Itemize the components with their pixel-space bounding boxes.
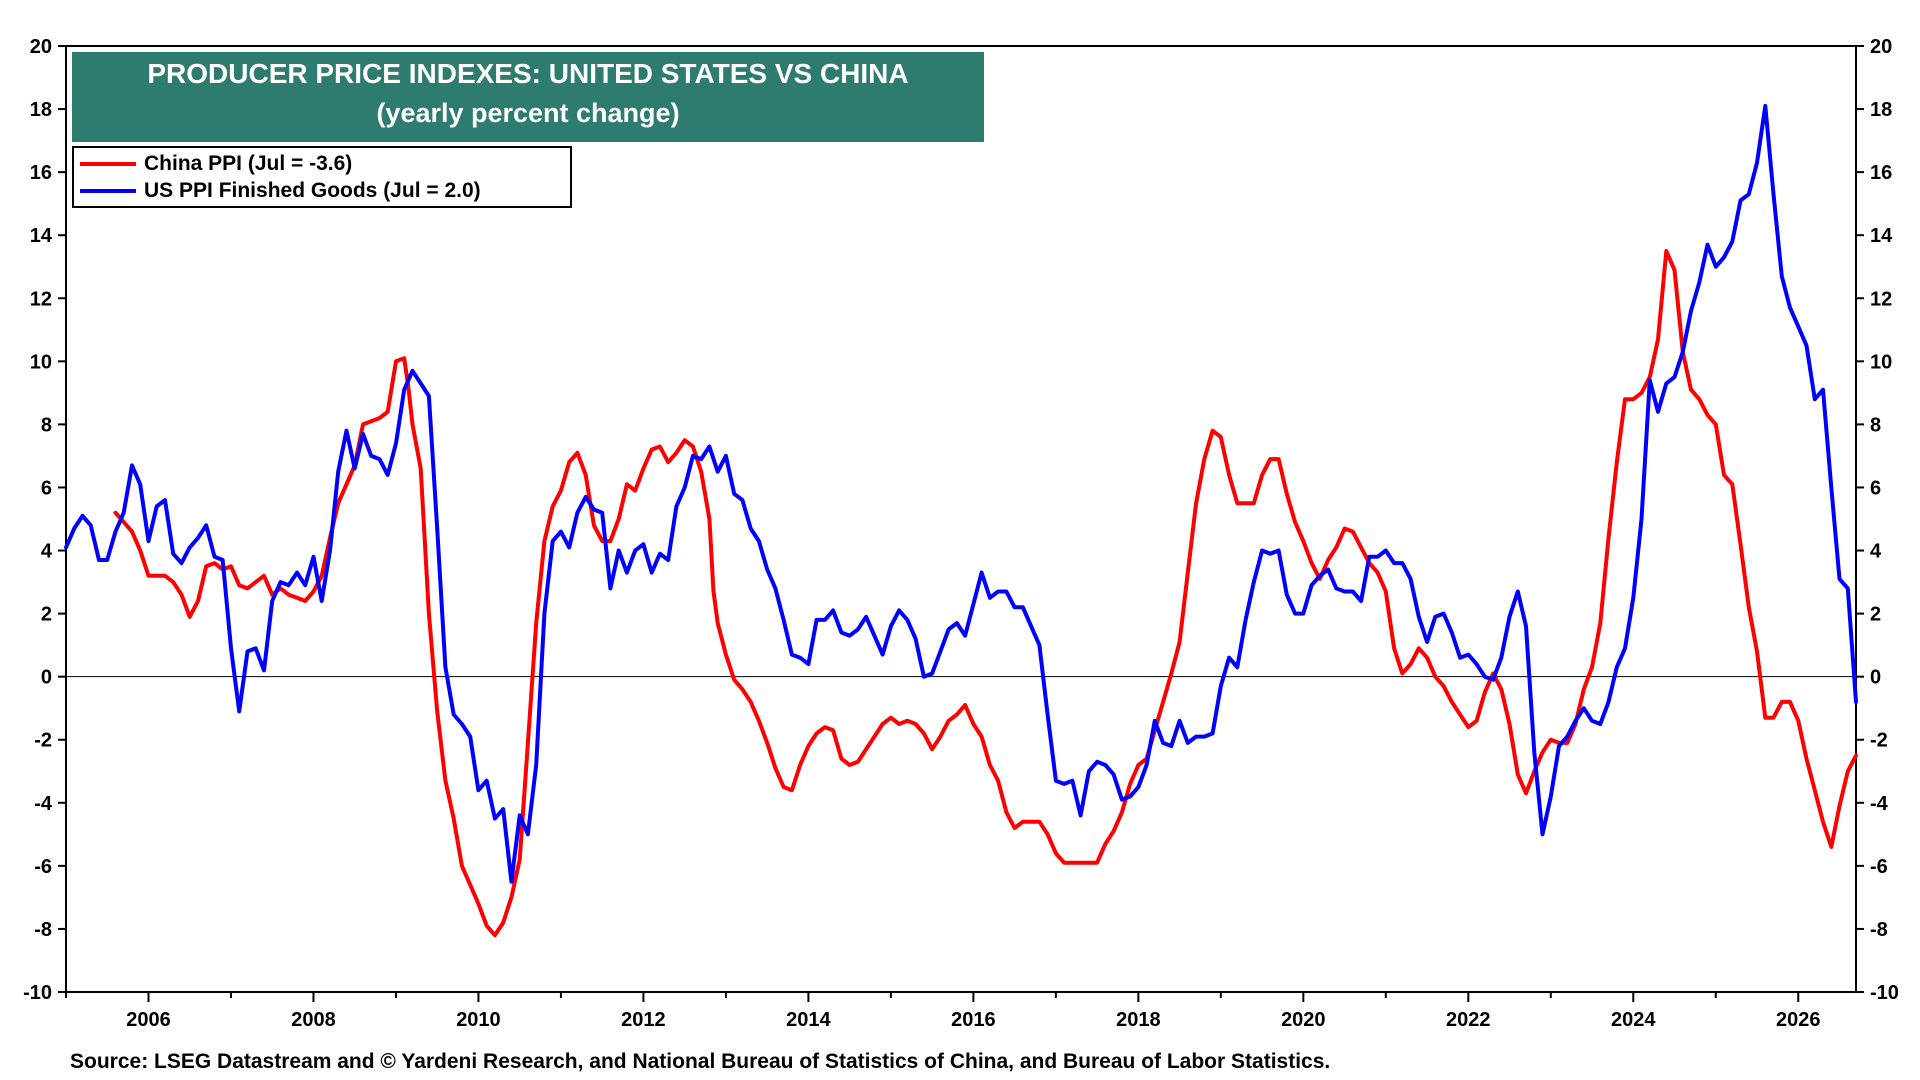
- legend-label-china: China PPI (Jul = -3.6): [144, 152, 353, 175]
- legend: China PPI (Jul = -3.6) US PPI Finished G…: [72, 146, 572, 208]
- y-tick-label-right: 18: [1870, 99, 1892, 121]
- y-tick-label: 14: [30, 225, 53, 247]
- x-tick-label: 2020: [1281, 1009, 1326, 1031]
- y-tick-label-right: 10: [1870, 351, 1892, 373]
- y-tick-label-right: -10: [1870, 982, 1899, 1004]
- y-tick-label: 8: [41, 414, 52, 436]
- y-tick-label: -2: [34, 730, 52, 752]
- y-tick-label-right: -4: [1870, 793, 1889, 815]
- series-line-us-ppi: [64, 103, 1858, 884]
- y-tick-label: 2: [41, 604, 52, 626]
- y-axis-right: -10 -8 -6 -4 -2 0 2 4 6 8 10 12 14 16 18 20: [1856, 36, 1899, 1004]
- x-tick-label: 2012: [621, 1009, 666, 1031]
- y-tick-label: -10: [23, 982, 52, 1004]
- chart-subtitle: (yearly percent change): [376, 98, 680, 128]
- source-note: Source: LSEG Datastream and © Yardeni Re…: [70, 1050, 1331, 1073]
- y-tick-label-right: -2: [1870, 730, 1888, 752]
- y-tick-label: 18: [30, 99, 52, 121]
- y-tick-label-right: -6: [1870, 856, 1888, 878]
- x-tick-label: 2016: [951, 1009, 996, 1031]
- legend-item-us: US PPI Finished Goods (Jul = 2.0): [80, 178, 481, 204]
- x-axis: 2006 2008 2010 2012 2014 2016 2018 2020 2022 2024…: [65, 992, 1821, 1031]
- x-tick-label: 2006: [126, 1009, 171, 1031]
- legend-item-china: China PPI (Jul = -3.6): [80, 151, 352, 177]
- legend-label-us: US PPI Finished Goods (Jul = 2.0): [144, 179, 481, 202]
- x-tick-label: 2008: [291, 1009, 336, 1031]
- y-tick-label-right: 8: [1870, 414, 1881, 436]
- y-tick-label: 0: [41, 667, 52, 689]
- y-tick-label: 20: [30, 36, 52, 58]
- y-tick-label: 6: [41, 477, 52, 499]
- series-lines: [64, 103, 1858, 938]
- plot-frame: [65, 45, 1857, 993]
- y-tick-label: 4: [41, 541, 53, 563]
- legend-swatch-us: [80, 189, 136, 193]
- x-tick-label: 2022: [1446, 1009, 1491, 1031]
- y-tick-label-right: -8: [1870, 919, 1888, 941]
- chart-title-box: PRODUCER PRICE INDEXES: UNITED STATES VS…: [72, 52, 984, 142]
- legend-swatch-china: [80, 162, 136, 166]
- y-tick-label-right: 6: [1870, 477, 1881, 499]
- y-tick-label: -8: [34, 919, 52, 941]
- x-tick-label: 2014: [786, 1009, 831, 1031]
- chart-title: PRODUCER PRICE INDEXES: UNITED STATES VS…: [147, 58, 909, 89]
- x-tick-label: 2018: [1116, 1009, 1161, 1031]
- y-tick-label-right: 14: [1870, 225, 1893, 247]
- y-tick-label-right: 2: [1870, 604, 1881, 626]
- y-tick-label: -6: [34, 856, 52, 878]
- y-tick-label: 12: [30, 288, 52, 310]
- x-tick-label: 2026: [1776, 1009, 1821, 1031]
- x-tick-label: 2010: [456, 1009, 501, 1031]
- y-tick-label-right: 12: [1870, 288, 1892, 310]
- series-line-china-ppi: [113, 249, 1858, 938]
- y-tick-label: 10: [30, 351, 52, 373]
- y-axis-left: -10 -8 -6 -4 -2 0 2 4 6 8 10 12 14 16 18 20: [23, 36, 66, 1004]
- y-tick-label: -4: [34, 793, 53, 815]
- y-tick-label-right: 0: [1870, 667, 1881, 689]
- y-tick-label-right: 4: [1870, 541, 1882, 563]
- x-tick-label: 2024: [1611, 1009, 1656, 1031]
- y-tick-label-right: 20: [1870, 36, 1892, 58]
- y-tick-label: 16: [30, 162, 52, 184]
- y-tick-label-right: 16: [1870, 162, 1892, 184]
